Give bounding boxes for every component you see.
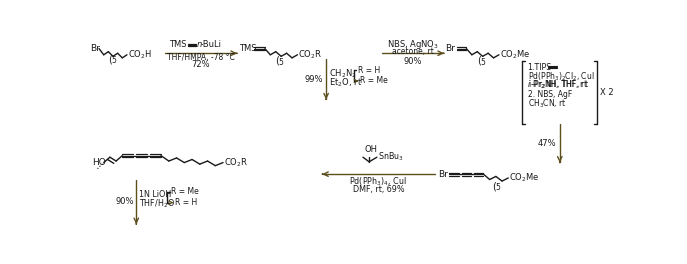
- Text: CO$_2$Me: CO$_2$Me: [499, 49, 530, 61]
- Text: TMS: TMS: [238, 44, 256, 53]
- Text: 5: 5: [111, 56, 116, 65]
- Text: Br: Br: [445, 44, 455, 53]
- Text: R = Me: R = Me: [360, 77, 388, 86]
- Text: (: (: [477, 56, 481, 66]
- Text: CO$_2$H: CO$_2$H: [128, 49, 152, 61]
- Text: 72%: 72%: [192, 59, 210, 69]
- Text: -BuLi: -BuLi: [200, 40, 221, 49]
- Text: HO: HO: [92, 158, 106, 167]
- Text: 5: 5: [496, 183, 501, 192]
- Text: Br: Br: [438, 170, 448, 179]
- Text: 1.TIPS: 1.TIPS: [528, 63, 552, 72]
- Text: i: i: [528, 80, 530, 89]
- Text: 99%: 99%: [304, 75, 323, 84]
- Text: R = H: R = H: [175, 198, 197, 207]
- Text: n: n: [196, 40, 201, 49]
- Text: R = H: R = H: [358, 66, 380, 75]
- Text: Et$_2$O, rt: Et$_2$O, rt: [329, 76, 362, 89]
- Text: CO$_2$R: CO$_2$R: [298, 49, 322, 61]
- Text: 5: 5: [279, 58, 284, 67]
- Text: 1N LiOH: 1N LiOH: [139, 190, 172, 199]
- Text: SnBu$_3$: SnBu$_3$: [378, 151, 404, 163]
- Text: THF/H$_2$O: THF/H$_2$O: [139, 197, 175, 210]
- Text: i-Pr$_2$NH, THF, rt: i-Pr$_2$NH, THF, rt: [528, 79, 587, 91]
- Text: (: (: [493, 181, 496, 191]
- Text: 47%: 47%: [537, 139, 556, 148]
- Text: 90%: 90%: [404, 57, 423, 66]
- Text: Pd(PPh$_3$)$_2$Cl$_2$, CuI: Pd(PPh$_3$)$_2$Cl$_2$, CuI: [528, 70, 594, 83]
- Text: OH: OH: [364, 145, 377, 154]
- Text: CH$_3$CN, rt: CH$_3$CN, rt: [528, 97, 566, 110]
- Text: R = Me: R = Me: [171, 187, 199, 196]
- Text: 5: 5: [480, 58, 485, 67]
- Text: TMS: TMS: [170, 40, 187, 49]
- Text: NBS, AgNO$_3$: NBS, AgNO$_3$: [387, 38, 439, 51]
- Text: 2. NBS, AgF: 2. NBS, AgF: [528, 89, 572, 98]
- Text: 90%: 90%: [115, 197, 134, 206]
- Text: THF/HMPA, -78 °C: THF/HMPA, -78 °C: [167, 53, 235, 62]
- Text: Pd(PPh$_3$)$_4$, CuI: Pd(PPh$_3$)$_4$, CuI: [350, 176, 407, 188]
- Text: X 2: X 2: [600, 88, 614, 97]
- Text: acetone, rt: acetone, rt: [392, 47, 434, 56]
- Text: (: (: [275, 56, 279, 66]
- Text: CO$_2$Me: CO$_2$Me: [509, 172, 539, 184]
- Text: -Pr$_2$NH, THF, rt: -Pr$_2$NH, THF, rt: [531, 79, 589, 91]
- Text: Br: Br: [90, 44, 100, 53]
- Text: (: (: [108, 54, 112, 64]
- Text: CO$_2$R: CO$_2$R: [224, 156, 248, 169]
- Text: CH$_2$N$_2$: CH$_2$N$_2$: [329, 68, 357, 80]
- Text: DMF, rt, 69%: DMF, rt, 69%: [352, 185, 404, 194]
